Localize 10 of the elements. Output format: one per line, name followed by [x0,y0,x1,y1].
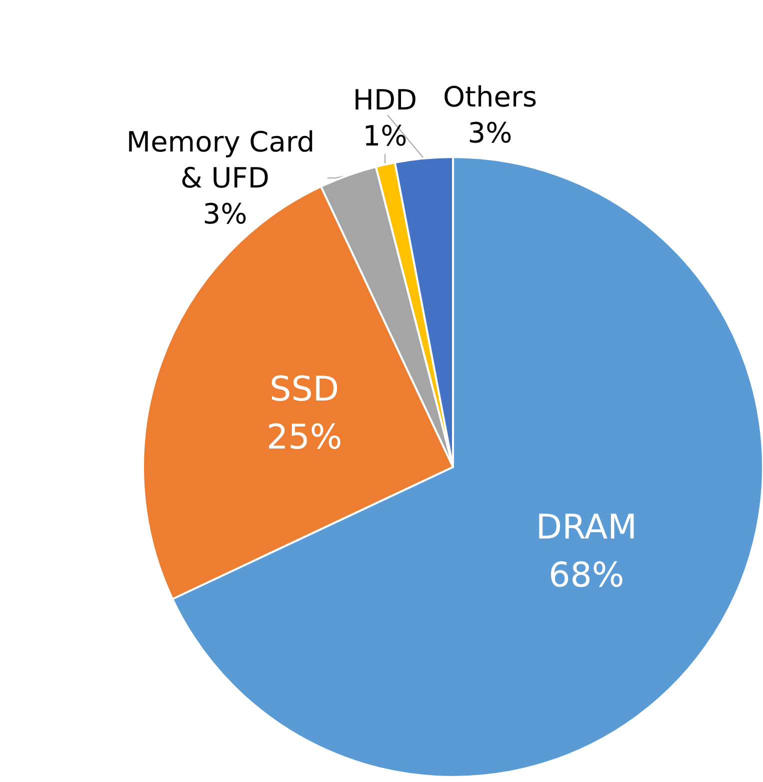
data-label: 68% [548,556,624,596]
data-label: 3% [202,198,248,230]
slice-label: SSD [270,369,340,410]
data-label: 1% [362,120,408,152]
slice-label: Memory Card & UFD [126,126,324,194]
data-label: 25% [266,417,342,458]
data-label: 3% [468,116,512,150]
slice-label: DRAM [536,508,637,548]
slice-label: Others [442,80,538,114]
slice-label: HDD [352,84,418,116]
